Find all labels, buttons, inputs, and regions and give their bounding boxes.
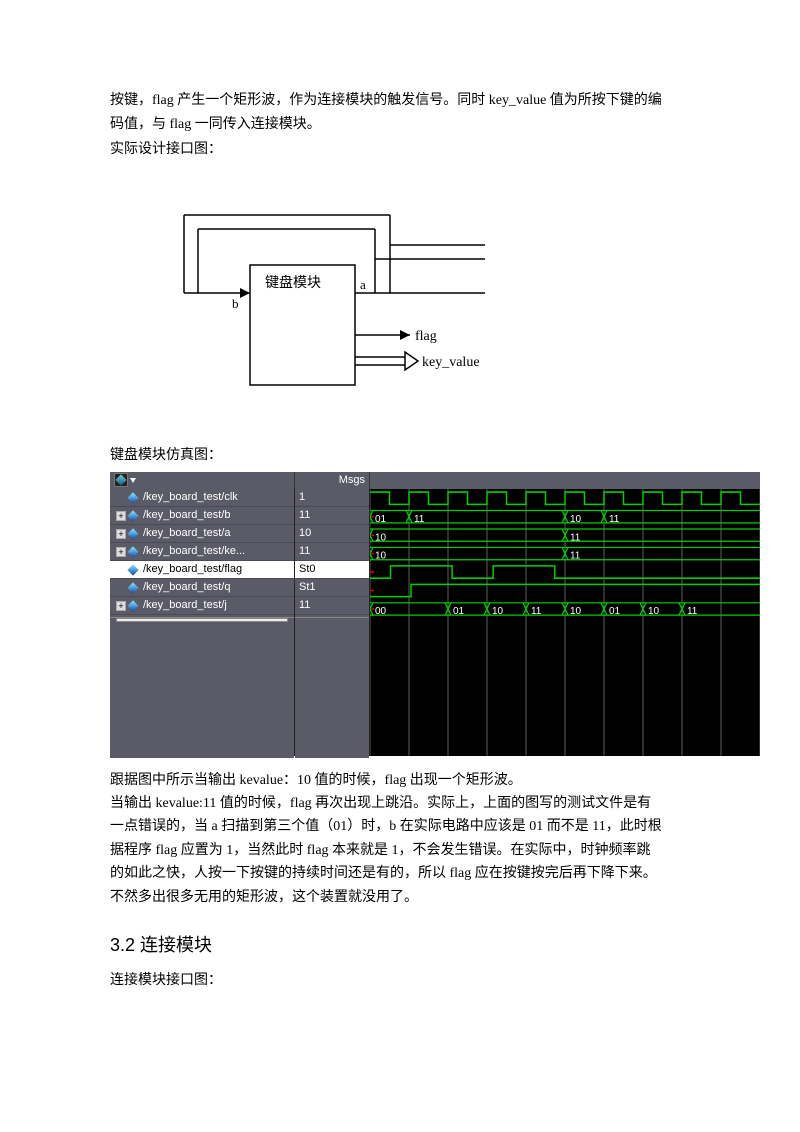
signal-name-column: +/key_board_test/clk+/key_board_test/b+/…	[110, 489, 295, 756]
analysis-p2: 当输出 kevalue:11 值的时候，flag 再次出现上跳沿。实际上，上面的…	[110, 793, 690, 815]
expand-icon[interactable]: +	[116, 601, 126, 611]
waveform-header: Msgs	[110, 472, 760, 490]
block-diagram-svg: 键盘模块 a b flag key_value	[150, 175, 490, 435]
signal-name: /key_board_test/clk	[143, 489, 238, 506]
analysis-p1: 跟据图中所示当输出 kevalue：10 值的时候，flag 出现一个矩形波。	[110, 770, 690, 792]
svg-text:10: 10	[648, 606, 659, 617]
svg-text:01: 01	[609, 606, 620, 617]
analysis-p6: 不然多出很多无用的矩形波，这个装置就没用了。	[110, 887, 690, 909]
svg-text:10: 10	[570, 514, 581, 525]
section-3-2-sub: 连接模块接口图：	[110, 970, 690, 992]
viewer-dropdown-icon[interactable]	[130, 478, 136, 483]
scrollbar[interactable]	[116, 618, 288, 622]
signal-name: /key_board_test/b	[143, 507, 230, 524]
msg-row: St0	[295, 561, 369, 579]
svg-text:10: 10	[375, 551, 386, 562]
signal-diamond-icon	[127, 510, 138, 521]
intro-line-3: 实际设计接口图：	[110, 139, 690, 161]
svg-text:10: 10	[492, 606, 503, 617]
svg-text:11: 11	[570, 551, 581, 562]
signal-row[interactable]: + /key_board_test/b	[110, 507, 294, 525]
port-keyvalue-label: key_value	[422, 355, 480, 370]
port-a-label: a	[360, 277, 366, 292]
expand-icon[interactable]: +	[116, 529, 126, 539]
signal-row[interactable]: +/key_board_test/clk	[110, 489, 294, 507]
signal-row[interactable]: + /key_board_test/j	[110, 597, 294, 615]
svg-text:11: 11	[570, 532, 581, 543]
sim-section-title: 键盘模块仿真图：	[110, 445, 690, 467]
analysis-p5: 的如此之快，人按一下按键的持续时间还是有的，所以 flag 应在按键按完后再下降…	[110, 863, 690, 885]
signal-row[interactable]: +/key_board_test/flag	[110, 561, 294, 579]
svg-text:11: 11	[414, 514, 425, 525]
waveform-viewer: Msgs +/key_board_test/clk+/key_board_tes…	[110, 472, 760, 752]
section-3-2-title: 3.2 连接模块	[110, 931, 690, 960]
msg-row: 11	[295, 543, 369, 561]
msg-row: St1	[295, 579, 369, 597]
port-flag-label: flag	[415, 329, 437, 344]
signal-diamond-icon	[127, 528, 138, 539]
svg-text:10: 10	[375, 532, 386, 543]
intro-line-1: 按键，flag 产生一个矩形波，作为连接模块的触发信号。同时 key_value…	[110, 90, 690, 112]
block-diagram: 键盘模块 a b flag key_value	[150, 175, 490, 435]
signal-diamond-icon	[127, 600, 138, 611]
svg-text:11: 11	[687, 606, 698, 617]
analysis-p4: 据程序 flag 应置为 1，当然此时 flag 本来就是 1，不会发生错误。在…	[110, 840, 690, 862]
signal-name: /key_board_test/flag	[143, 561, 242, 578]
svg-text:00: 00	[375, 606, 386, 617]
svg-text:11: 11	[609, 514, 620, 525]
msg-row: 1	[295, 489, 369, 507]
signal-name: /key_board_test/a	[143, 525, 230, 542]
signal-diamond-icon	[127, 546, 138, 557]
svg-text:10: 10	[570, 606, 581, 617]
signal-row[interactable]: + /key_board_test/a	[110, 525, 294, 543]
msgs-header: Msgs	[295, 472, 370, 490]
signal-name: /key_board_test/q	[143, 579, 230, 596]
svg-text:01: 01	[375, 514, 386, 525]
signal-row[interactable]: +/key_board_test/q	[110, 579, 294, 597]
intro-line-2: 码值，与 flag 一同传入连接模块。	[110, 114, 690, 136]
msg-row: 11	[295, 597, 369, 615]
module-label: 键盘模块	[265, 274, 321, 291]
signal-diamond-icon	[127, 564, 138, 575]
signal-diamond-icon	[127, 492, 138, 503]
signal-name: /key_board_test/j	[143, 597, 227, 614]
msg-row: 10	[295, 525, 369, 543]
signal-name: /key_board_test/ke...	[143, 543, 245, 560]
signal-diamond-icon	[127, 582, 138, 593]
port-b-label: b	[232, 296, 239, 311]
svg-text:11: 11	[531, 606, 542, 617]
svg-text:01: 01	[453, 606, 464, 617]
msg-row: 11	[295, 507, 369, 525]
waveform-area: 01 11 10 11 10 11 10 11 00 01 10 11 10 01 10 11	[370, 489, 760, 756]
expand-icon[interactable]: +	[116, 511, 126, 521]
viewer-icon[interactable]	[114, 473, 128, 487]
signal-msg-column: 1111011St0St111	[295, 489, 370, 756]
analysis-p3: 一点错误的，当 a 扫描到第三个值（01）时，b 在实际电路中应该是 01 而不…	[110, 816, 690, 838]
signal-row[interactable]: + /key_board_test/ke...	[110, 543, 294, 561]
analysis-block: 跟据图中所示当输出 kevalue：10 值的时候，flag 出现一个矩形波。 …	[110, 770, 690, 909]
expand-icon[interactable]: +	[116, 547, 126, 557]
